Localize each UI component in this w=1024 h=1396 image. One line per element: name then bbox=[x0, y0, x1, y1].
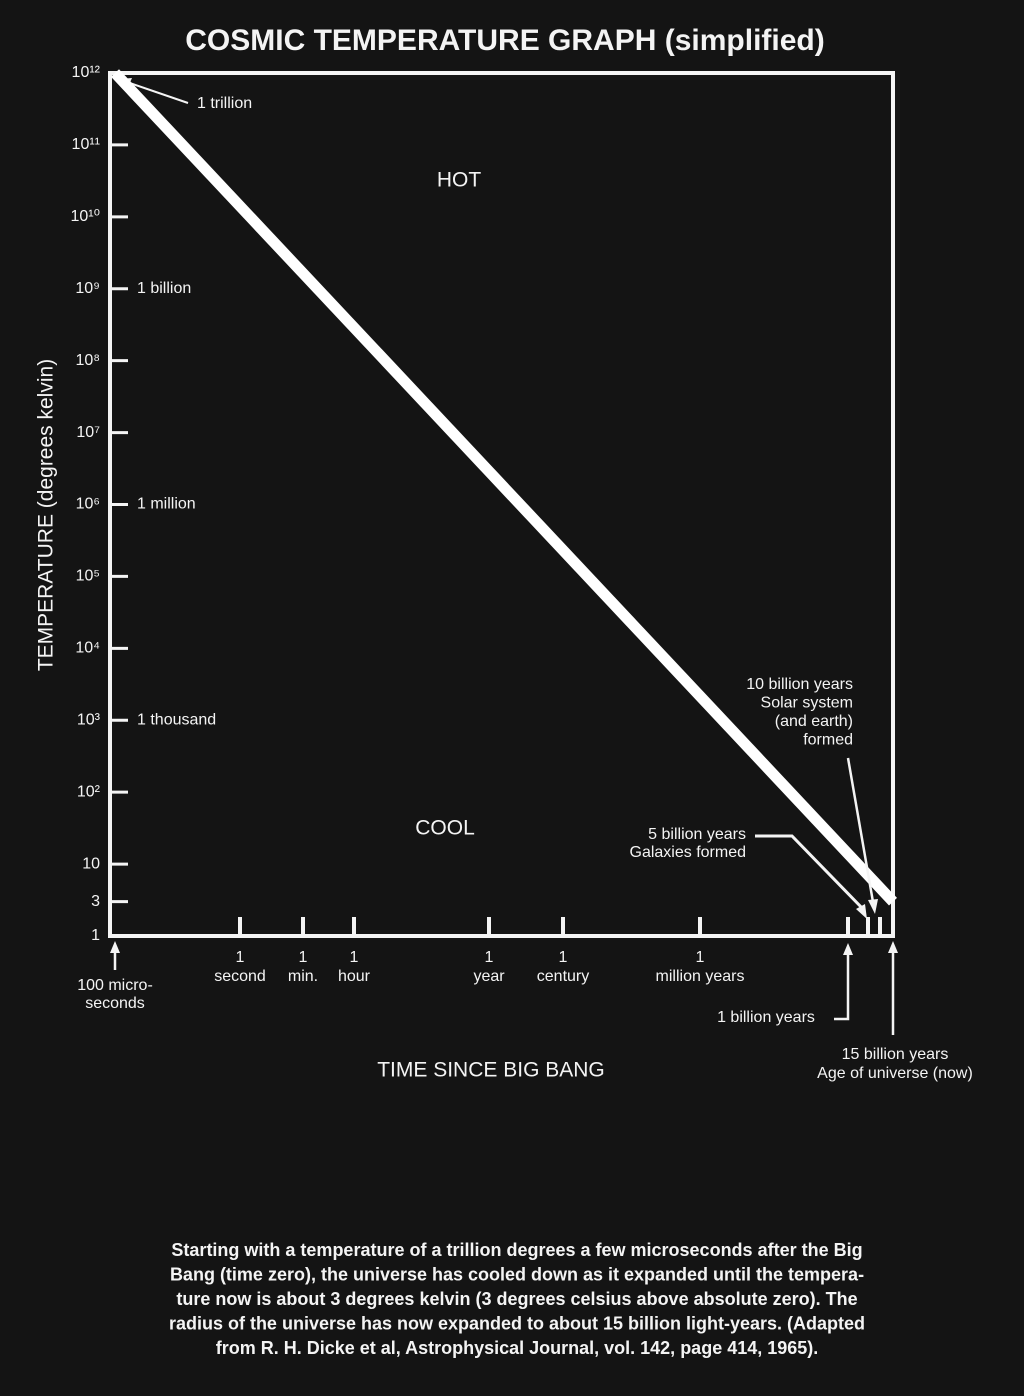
y-tick-label: 10⁷ bbox=[76, 424, 100, 441]
y-tick-label: 10¹⁰ bbox=[70, 208, 100, 225]
y-tick-label: 10³ bbox=[77, 711, 101, 728]
x-tick-label: min. bbox=[288, 968, 318, 985]
level-label: 1 million bbox=[137, 496, 196, 513]
arrowhead bbox=[110, 941, 120, 953]
y-tick-label: 10⁴ bbox=[75, 640, 100, 657]
caption-line: Starting with a temperature of a trillio… bbox=[171, 1240, 862, 1260]
x-tick-label: 1 bbox=[485, 949, 494, 966]
x-tick-label: century bbox=[537, 968, 589, 985]
caption: Starting with a temperature of a trillio… bbox=[169, 1240, 865, 1358]
x-tick-label: 5 billion years bbox=[648, 826, 746, 843]
y-tick-label: 10¹¹ bbox=[72, 136, 100, 153]
arrowhead bbox=[856, 904, 867, 919]
arrowhead bbox=[868, 899, 878, 914]
x-tick-label: seconds bbox=[85, 995, 145, 1012]
arrowhead bbox=[843, 943, 853, 955]
y-tick-label: 10⁵ bbox=[76, 568, 100, 585]
level-label: 1 thousand bbox=[137, 711, 216, 728]
caption-line: from R. H. Dicke et al, Astrophysical Jo… bbox=[216, 1338, 819, 1358]
x-tick-label: 1 billion years bbox=[717, 1009, 815, 1026]
x-tick-label: formed bbox=[803, 732, 853, 749]
region-label: HOT bbox=[437, 169, 482, 192]
x-tick-label: 100 micro- bbox=[77, 977, 153, 994]
x-tick-label: 15 billion years bbox=[842, 1046, 949, 1063]
y-tick-label: 10 bbox=[82, 855, 100, 872]
x-tick-label: Galaxies formed bbox=[630, 844, 747, 861]
y-tick-label: 10⁸ bbox=[75, 352, 100, 369]
caption-line: ture now is about 3 degrees kelvin (3 de… bbox=[176, 1289, 857, 1309]
x-tick-label: hour bbox=[338, 968, 371, 985]
y-tick-label: 10¹² bbox=[72, 64, 101, 81]
level-label: 1 billion bbox=[137, 280, 191, 297]
x-tick-label: 1 bbox=[236, 949, 245, 966]
x-tick-label: second bbox=[214, 968, 266, 985]
y-tick-label: 10⁹ bbox=[75, 280, 100, 297]
x-tick-label: 1 bbox=[350, 949, 359, 966]
region-label: COOL bbox=[415, 817, 475, 840]
y-tick-label: 10⁶ bbox=[76, 496, 100, 513]
y-tick-label: 3 bbox=[91, 893, 100, 910]
x-tick-label: Age of universe (now) bbox=[817, 1065, 973, 1082]
x-tick-label: year bbox=[473, 968, 505, 985]
arrow bbox=[755, 834, 866, 912]
caption-line: radius of the universe has now expanded … bbox=[169, 1313, 865, 1333]
level-label: 1 trillion bbox=[197, 95, 252, 112]
x-tick-label: (and earth) bbox=[775, 713, 853, 730]
y-axis-label: TEMPERATURE (degrees kelvin) bbox=[35, 359, 58, 671]
arrow bbox=[846, 757, 875, 903]
chart-title: COSMIC TEMPERATURE GRAPH (simplified) bbox=[185, 24, 824, 57]
y-tick-label: 10² bbox=[77, 783, 101, 800]
y-tick-label: 1 bbox=[91, 927, 100, 944]
x-tick-label: 1 bbox=[559, 949, 568, 966]
x-tick-label: Solar system bbox=[761, 695, 853, 712]
x-tick-label: 10 billion years bbox=[746, 676, 853, 693]
caption-line: Bang (time zero), the universe has coole… bbox=[170, 1264, 864, 1284]
x-tick-label: 1 bbox=[299, 949, 308, 966]
x-tick-label: 1 bbox=[696, 949, 705, 966]
temperature-line bbox=[110, 69, 898, 906]
level-arrow bbox=[123, 80, 189, 104]
arrow bbox=[834, 953, 850, 1021]
x-axis-label: TIME SINCE BIG BANG bbox=[377, 1059, 605, 1082]
arrowhead bbox=[888, 941, 898, 953]
x-tick-label: million years bbox=[656, 968, 745, 985]
